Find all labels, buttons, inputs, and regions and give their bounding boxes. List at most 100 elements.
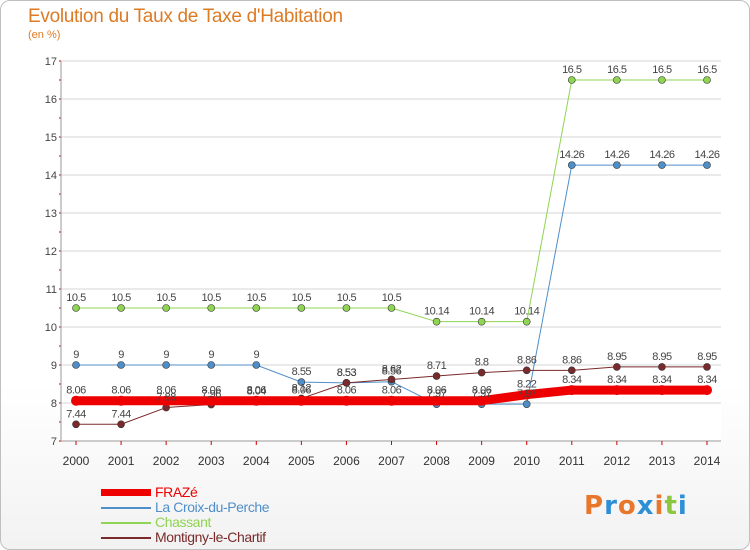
data-label: 7.97 — [472, 388, 492, 400]
legend-swatch — [101, 522, 151, 524]
logo-letter: P — [584, 491, 605, 521]
data-point — [117, 361, 125, 369]
data-label: 8.12 — [292, 382, 312, 394]
data-point — [522, 366, 531, 375]
logo-letter: t — [664, 491, 678, 521]
data-point — [296, 395, 307, 406]
y-tick-label: 16 — [45, 94, 57, 106]
data-label: 8.06 — [427, 385, 447, 397]
data-point — [431, 395, 442, 406]
data-label: 8.86 — [562, 354, 582, 366]
data-point — [613, 363, 621, 371]
data-point — [251, 395, 262, 406]
data-point — [342, 304, 351, 312]
data-point — [206, 395, 217, 406]
data-point — [566, 385, 577, 396]
chart-unit-label: (en %) — [28, 29, 61, 41]
data-label: 8.53 — [337, 367, 357, 379]
legend-label: Chassant — [155, 514, 211, 530]
logo-letter: o — [617, 491, 637, 521]
data-point — [72, 304, 80, 312]
data-label: 8.53 — [337, 367, 357, 379]
data-label: 8.06 — [292, 385, 312, 397]
data-label: 14.26 — [649, 149, 674, 161]
data-point — [162, 361, 170, 369]
data-point — [477, 317, 486, 326]
data-label: 8.95 — [697, 351, 717, 363]
data-point — [703, 76, 711, 84]
x-tick-label: 2006 — [333, 454, 360, 468]
data-label: 8.06 — [202, 385, 222, 397]
data-point — [477, 368, 486, 377]
data-point — [522, 317, 531, 326]
y-tick-label: 8 — [51, 398, 57, 410]
data-label: 8.06 — [472, 385, 492, 397]
x-tick-label: 2005 — [288, 454, 315, 468]
data-label: 8.95 — [607, 351, 627, 363]
data-label: 10.14 — [469, 306, 494, 318]
data-label: 10.5 — [337, 292, 357, 304]
data-label: 16.5 — [697, 64, 717, 76]
data-point — [567, 366, 576, 375]
data-point — [432, 372, 441, 380]
data-label: 7.88 — [156, 392, 176, 404]
data-point — [521, 389, 532, 400]
data-label: 10.14 — [514, 306, 539, 318]
chart-legend: FRAZé La Croix-du-Perche Chassant Montigny-… — [101, 485, 401, 545]
data-label: 8.06 — [66, 385, 86, 397]
logo-letter: i — [677, 491, 688, 521]
data-point — [658, 76, 666, 84]
data-point — [207, 304, 216, 312]
data-label: 8.56 — [382, 366, 402, 378]
data-point — [252, 361, 261, 369]
proxiti-logo: Proxiti — [584, 491, 688, 521]
logo-letter: i — [654, 491, 665, 521]
data-point — [522, 400, 531, 408]
data-point — [116, 395, 127, 406]
data-point — [297, 304, 306, 312]
x-tick-label: 2003 — [198, 454, 225, 468]
legend-label: La Croix-du-Perche — [155, 499, 270, 515]
data-point — [386, 395, 397, 406]
x-tick-label: 2011 — [559, 454, 585, 468]
data-label: 16.5 — [652, 64, 672, 76]
data-point — [476, 395, 487, 406]
data-label: 14.26 — [694, 149, 719, 161]
data-point — [613, 76, 621, 84]
data-point — [387, 375, 396, 384]
data-label: 7.97 — [517, 388, 537, 400]
data-label: 10.5 — [247, 292, 267, 304]
chart-title: Evolution du Taux de Taxe d'Habitation — [28, 6, 343, 27]
y-tick-label: 12 — [45, 246, 57, 258]
legend-item: Montigny-le-Chartif — [101, 530, 401, 545]
data-label: 9 — [253, 349, 259, 361]
data-label: 9 — [208, 349, 214, 361]
data-label: 8.8 — [475, 357, 489, 369]
data-label: 8.06 — [111, 385, 131, 397]
data-label: 8.71 — [427, 360, 447, 372]
data-label: 8.62 — [382, 363, 402, 375]
data-label: 8.06 — [156, 385, 176, 397]
x-tick-label: 2013 — [649, 454, 676, 468]
data-point — [658, 161, 666, 169]
logo-letter: r — [604, 491, 618, 521]
x-tick-label: 2002 — [153, 454, 180, 468]
data-point — [252, 304, 261, 312]
data-point — [387, 304, 396, 312]
data-label: 10.5 — [202, 292, 222, 304]
legend-item: FRAZé — [101, 485, 401, 500]
data-label: 16.5 — [562, 64, 582, 76]
data-label: 8.95 — [652, 351, 672, 363]
data-label: 8.34 — [697, 374, 717, 386]
data-point — [567, 76, 576, 84]
x-tick-label: 2001 — [108, 454, 135, 468]
data-point — [72, 361, 80, 369]
x-tick-label: 2008 — [423, 454, 450, 468]
data-label: 8.06 — [337, 385, 357, 397]
data-label: 7.44 — [66, 408, 86, 420]
logo-letter: x — [636, 491, 655, 521]
data-point — [656, 385, 667, 396]
x-tick-label: 2009 — [468, 454, 495, 468]
